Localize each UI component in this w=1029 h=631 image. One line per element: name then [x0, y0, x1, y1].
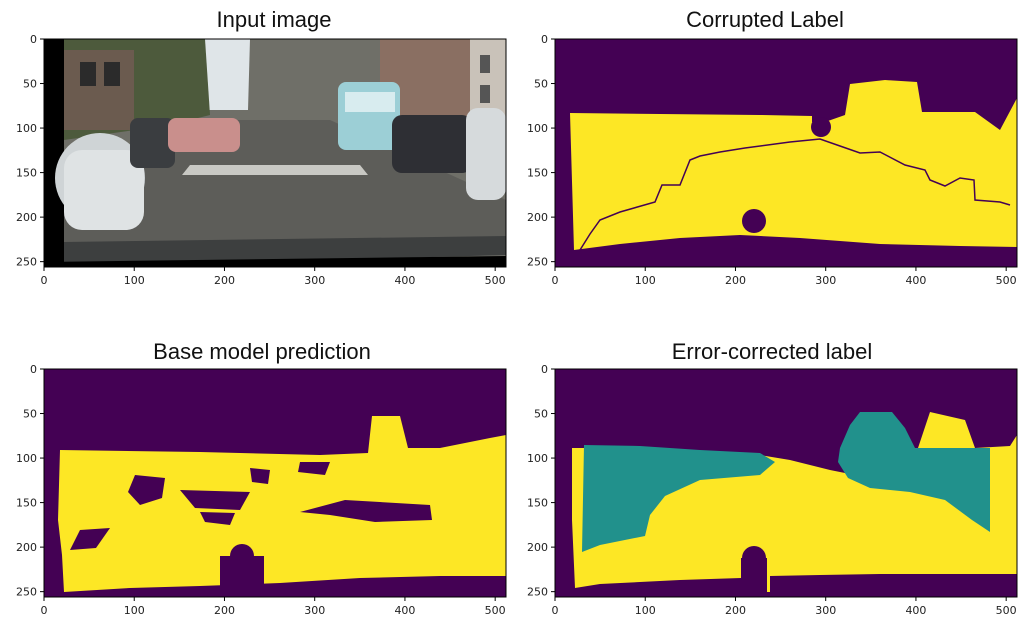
x-tick-label: 300: [815, 604, 836, 617]
x-tick-label: 100: [635, 604, 656, 617]
x-tick-label: 0: [41, 604, 48, 617]
x-tick-label: 300: [815, 274, 836, 287]
y-tick-label: 250: [16, 256, 37, 269]
x-tick-label: 0: [552, 604, 559, 617]
y-tick-label: 100: [16, 122, 37, 135]
y-tick-label: 100: [527, 452, 548, 465]
x-tick-label: 500: [485, 274, 506, 287]
panel-title-base: Base model prediction: [153, 339, 371, 364]
y-tick-label: 100: [16, 452, 37, 465]
x-tick-label: 100: [124, 274, 145, 287]
x-tick-label: 300: [304, 604, 325, 617]
y-tick-label: 250: [527, 256, 548, 269]
base-prediction-map: [43, 368, 507, 598]
x-tick-label: 500: [996, 604, 1017, 617]
x-tick-label: 400: [394, 274, 415, 287]
y-tick-label: 250: [527, 586, 548, 599]
y-tick-label: 50: [534, 78, 548, 91]
y-tick-label: 150: [527, 497, 548, 510]
x-tick-label: 0: [41, 274, 48, 287]
y-tick-label: 250: [16, 586, 37, 599]
panel-title-input: Input image: [217, 7, 332, 32]
y-tick-label: 100: [527, 122, 548, 135]
panel-title-corrupted: Corrupted Label: [686, 7, 844, 32]
x-tick-label: 100: [124, 604, 145, 617]
y-tick-label: 0: [30, 363, 37, 376]
y-tick-label: 200: [527, 211, 548, 224]
x-tick-label: 200: [725, 604, 746, 617]
y-tick-label: 0: [541, 33, 548, 46]
y-tick-label: 0: [541, 363, 548, 376]
y-tick-label: 50: [23, 408, 37, 421]
x-tick-label: 500: [996, 274, 1017, 287]
y-tick-label: 0: [30, 33, 37, 46]
x-tick-label: 100: [635, 274, 656, 287]
y-tick-label: 150: [527, 167, 548, 180]
x-tick-label: 500: [485, 604, 506, 617]
x-tick-label: 400: [905, 604, 926, 617]
x-tick-label: 400: [394, 604, 415, 617]
x-tick-label: 400: [905, 274, 926, 287]
y-tick-label: 150: [16, 167, 37, 180]
panel-title-corrected: Error-corrected label: [672, 339, 873, 364]
y-tick-label: 50: [23, 78, 37, 91]
y-tick-label: 200: [16, 211, 37, 224]
x-tick-label: 200: [725, 274, 746, 287]
y-tick-label: 200: [16, 541, 37, 554]
x-tick-label: 200: [214, 274, 235, 287]
x-tick-label: 300: [304, 274, 325, 287]
corrupted-label-map: [554, 38, 1018, 268]
y-tick-label: 200: [527, 541, 548, 554]
input-image: [43, 38, 507, 268]
y-tick-label: 150: [16, 497, 37, 510]
x-tick-label: 200: [214, 604, 235, 617]
corrected-label-map: [554, 368, 1018, 598]
y-tick-label: 50: [534, 408, 548, 421]
x-tick-label: 0: [552, 274, 559, 287]
